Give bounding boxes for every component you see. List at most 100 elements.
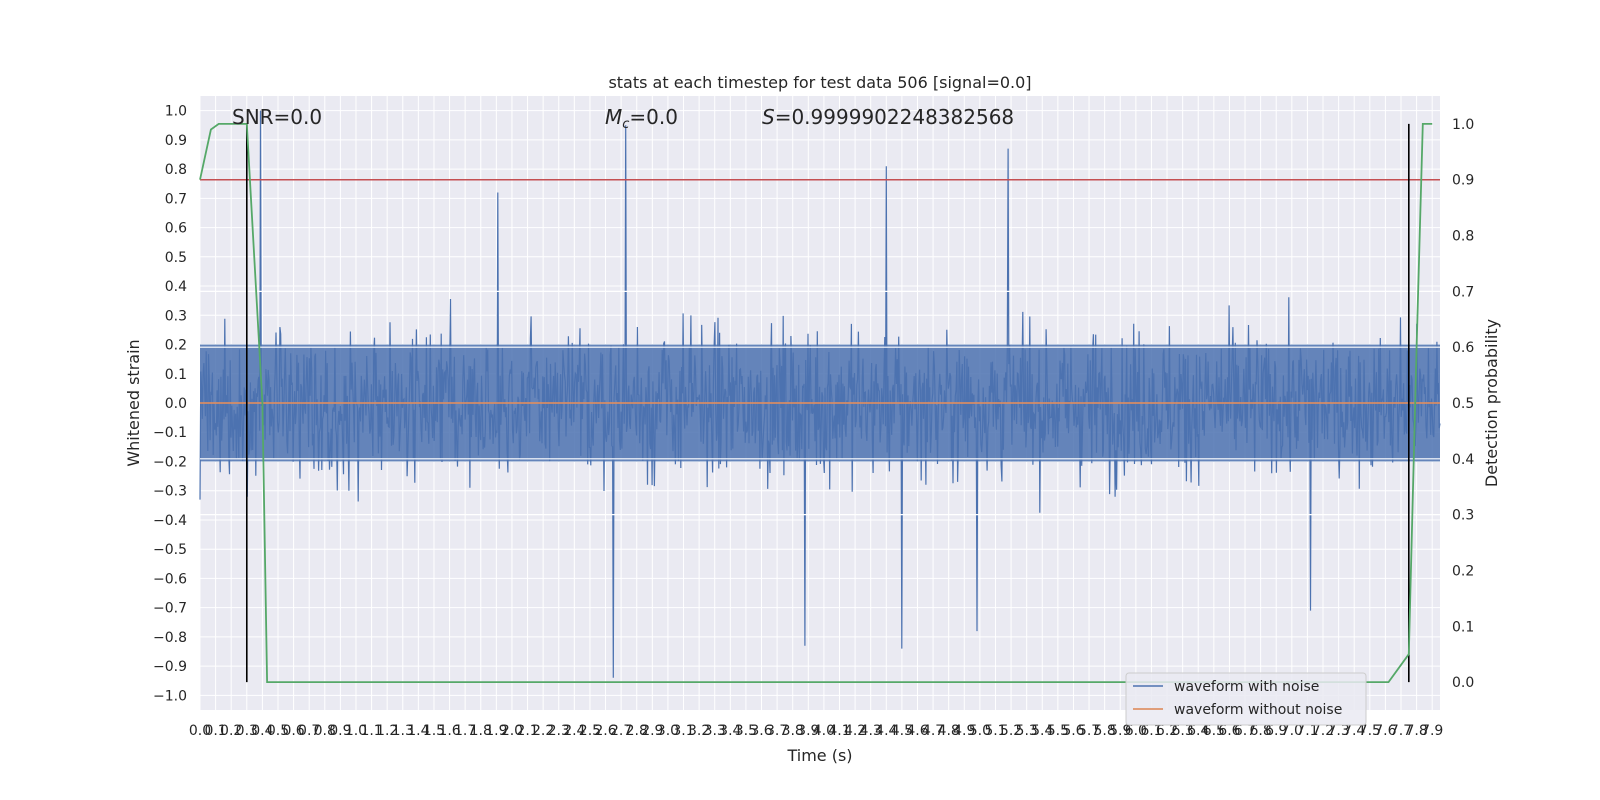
x-tick-label: 0.3 [236,723,258,739]
x-tick-label: 7.8 [1405,723,1427,739]
x-tick-label: 4.2 [844,723,866,739]
y-tick-label: 0.6 [165,221,187,237]
y-tick-label: −0.2 [153,454,187,470]
x-tick-label: 6.7 [1234,723,1256,739]
x-tick-label: 0.4 [251,723,273,739]
x-tick-label: 0.0 [189,723,211,739]
x-tick-label: 6.1 [1140,723,1162,739]
y2-tick-label: 0.6 [1452,340,1474,356]
y2-tick-label: 0.2 [1452,563,1474,579]
y-tick-label: 0.0 [165,396,187,412]
x-tick-label: 3.2 [688,723,710,739]
overlay-lines [199,123,1440,683]
s-annotation: S=0.9999902248382568 [762,105,1014,129]
x-tick-label: 4.4 [875,723,897,739]
y-tick-label: −0.9 [153,659,187,675]
y-tick-label: 0.7 [165,191,187,207]
legend-box [1125,672,1367,726]
x-tick-label: 2.4 [563,723,585,739]
y2-tick-label: 0.7 [1452,284,1474,300]
x-tick-label: 1.9 [485,723,507,739]
y-tick-label: −0.3 [153,484,187,500]
x-tick-label: 4.5 [891,723,913,739]
x-tick-label: 7.5 [1359,723,1381,739]
y-tick-label: 0.8 [165,162,187,178]
x-tick-label: 4.9 [953,723,975,739]
y-tick-label: −0.6 [153,571,187,587]
x-tick-label: 4.7 [922,723,944,739]
legend-label-without-noise: waveform without noise [1174,702,1342,718]
y2-tick-label: 0.4 [1452,452,1474,468]
x-tick-label: 7.2 [1312,723,1334,739]
y2-axis-label: Detection probability [1482,319,1501,487]
x-tick-label: 6.8 [1249,723,1271,739]
x-tick-label: 1.4 [407,723,429,739]
x-tick-label: 4.8 [938,723,960,739]
x-tick-label: 5.9 [1109,723,1131,739]
y-tick-label: 0.2 [165,338,187,354]
y-tick-label: −0.5 [153,542,187,558]
x-tick-label: 5.0 [969,723,991,739]
y2-tick-label: 1.0 [1452,117,1474,133]
x-tick-label: 1.7 [454,723,476,739]
x-tick-label: 4.1 [828,723,850,739]
y-tick-label: −0.1 [153,425,187,441]
x-tick-label: 4.6 [906,723,928,739]
mc-annotation: Mc=0.0 [605,105,678,132]
x-tick-label: 1.5 [423,723,445,739]
x-tick-label: 5.7 [1078,723,1100,739]
y-tick-label: 0.5 [165,250,187,266]
x-tick-label: 6.4 [1187,723,1209,739]
x-tick-label: 6.3 [1172,723,1194,739]
x-tick-label: 2.0 [501,723,523,739]
x-tick-label: 2.2 [532,723,554,739]
x-tick-label: 3.5 [735,723,757,739]
y-tick-label: 0.4 [165,279,187,295]
x-tick-label: 7.0 [1281,723,1303,739]
y-tick-label: −0.4 [153,513,187,529]
y-tick-label: −1.0 [153,688,187,704]
x-tick-label: 7.9 [1421,723,1443,739]
y-tick-label: −0.8 [153,630,187,646]
y2-tick-label: 0.0 [1452,675,1474,691]
x-tick-label: 0.7 [298,723,320,739]
x-tick-label: 3.7 [766,723,788,739]
x-tick-label: 3.4 [719,723,741,739]
x-tick-label: 1.3 [392,723,414,739]
x-axis-label: Time (s) [786,746,852,765]
x-tick-label: 7.3 [1327,723,1349,739]
x-tick-label: 0.1 [204,723,226,739]
tick-labels: 0.00.10.20.30.40.50.60.70.80.91.01.11.21… [153,104,1474,739]
y-axis-label: Whitened strain [124,339,143,466]
x-tick-label: 5.6 [1062,723,1084,739]
x-tick-label: 7.7 [1390,723,1412,739]
y-tick-label: 1.0 [165,104,187,120]
x-tick-label: 3.8 [782,723,804,739]
x-tick-label: 1.8 [470,723,492,739]
x-tick-label: 1.6 [438,723,460,739]
legend-label-with-noise: waveform with noise [1174,679,1319,695]
x-tick-label: 2.3 [548,723,570,739]
x-tick-label: 5.4 [1031,723,1053,739]
x-tick-label: 4.3 [860,723,882,739]
x-tick-label: 2.7 [610,723,632,739]
x-tick-label: 2.1 [516,723,538,739]
x-tick-label: 3.6 [750,723,772,739]
y2-tick-label: 0.9 [1452,173,1474,189]
x-tick-label: 0.2 [220,723,242,739]
x-tick-label: 3.0 [657,723,679,739]
y-tick-label: 0.1 [165,367,187,383]
x-tick-label: 5.5 [1047,723,1069,739]
y-tick-label: −0.7 [153,601,187,617]
x-tick-label: 2.5 [579,723,601,739]
x-tick-label: 4.0 [813,723,835,739]
x-tick-label: 2.8 [626,723,648,739]
x-tick-label: 6.9 [1265,723,1287,739]
x-tick-label: 1.1 [360,723,382,739]
y2-tick-label: 0.1 [1452,619,1474,635]
y2-tick-label: 0.8 [1452,229,1474,245]
x-tick-label: 6.0 [1125,723,1147,739]
x-tick-label: 5.8 [1094,723,1116,739]
x-tick-label: 6.5 [1203,723,1225,739]
